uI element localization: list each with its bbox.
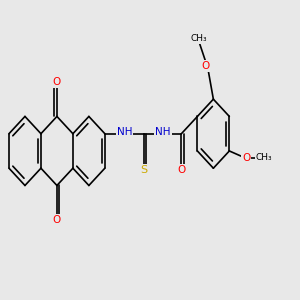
Text: CH₃: CH₃ (190, 34, 207, 43)
Text: S: S (140, 165, 147, 175)
Text: O: O (242, 153, 250, 163)
Text: O: O (177, 165, 185, 175)
Text: NH: NH (117, 127, 132, 137)
Text: O: O (202, 61, 210, 71)
Text: O: O (53, 215, 61, 225)
Text: O: O (53, 77, 61, 87)
Text: CH₃: CH₃ (255, 153, 272, 162)
Text: NH: NH (155, 127, 171, 137)
